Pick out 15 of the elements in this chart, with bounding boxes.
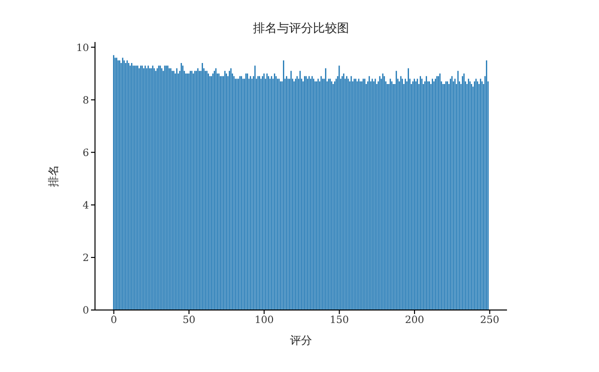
y-tick-label: 4 (82, 200, 89, 212)
y-tick-label: 8 (82, 95, 89, 106)
y-tick-label: 6 (82, 148, 89, 159)
x-axis-title: 评分 (290, 334, 312, 347)
x-tick-label: 0 (110, 315, 117, 326)
y-tick-label: 0 (82, 306, 89, 317)
x-tick-label: 250 (480, 315, 500, 326)
y-axis-title: 排名 (46, 165, 60, 187)
x-tick-label: 50 (182, 315, 196, 326)
x-tick-label: 200 (404, 315, 424, 326)
x-tick-label: 150 (330, 315, 349, 326)
chart-title: 排名与评分比较图 (252, 20, 350, 37)
y-tick-label: 2 (82, 253, 89, 264)
y-tick-label: 10 (76, 42, 89, 54)
x-tick-label: 100 (254, 315, 274, 326)
